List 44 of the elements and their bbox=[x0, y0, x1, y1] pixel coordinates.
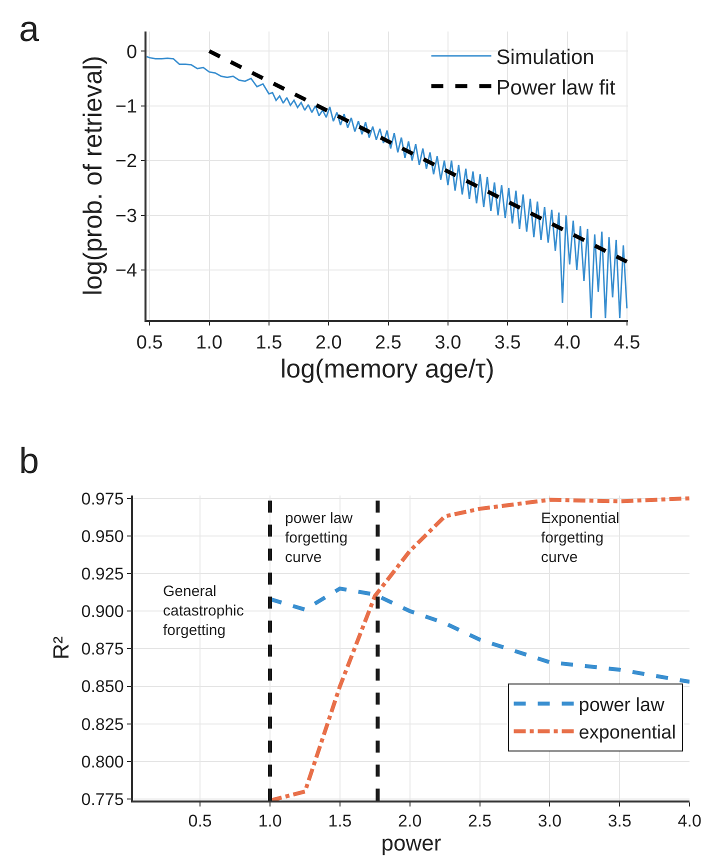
y-tick-label: 0.875 bbox=[81, 640, 124, 659]
x-tick-label: 1.0 bbox=[196, 332, 222, 354]
y-tick-label: −2 bbox=[115, 151, 138, 172]
x-tick-label: 2.5 bbox=[468, 812, 492, 831]
x-tick-label: 3.5 bbox=[494, 332, 521, 354]
x-tick-label: 4.0 bbox=[554, 332, 580, 354]
annotation: General catastrophic forgetting bbox=[163, 583, 244, 639]
y-tick-label: 0.775 bbox=[81, 790, 124, 810]
x-axis-title: power bbox=[381, 830, 442, 856]
annotation: power law forgetting curve bbox=[285, 510, 353, 566]
x-tick-label: 2.0 bbox=[315, 332, 342, 354]
x-tick-label: 2.0 bbox=[398, 812, 422, 831]
y-tick-label: 0.950 bbox=[81, 526, 124, 546]
x-tick-label: 0.5 bbox=[188, 812, 212, 831]
x-tick-label: 3.0 bbox=[538, 812, 562, 831]
y-tick-label: 0.800 bbox=[81, 752, 124, 772]
x-tick-label: 3.5 bbox=[608, 812, 632, 831]
x-tick-label: 1.5 bbox=[328, 812, 352, 831]
y-axis-title: log(prob. of retrieval) bbox=[77, 56, 108, 296]
y-tick-label: −1 bbox=[115, 96, 138, 118]
chart-title: b bbox=[19, 440, 40, 481]
legend-label: exponential bbox=[578, 722, 676, 744]
x-tick-label: 4.0 bbox=[678, 812, 702, 831]
y-tick-label: 0 bbox=[126, 42, 138, 63]
y-tick-label: −3 bbox=[115, 206, 138, 227]
legend-label: power law bbox=[578, 694, 665, 716]
legend-label: Simulation bbox=[496, 46, 594, 70]
legend-label: Power law fit bbox=[496, 76, 616, 100]
y-tick-label: 0.975 bbox=[81, 489, 124, 508]
annotation: Exponential forgetting curve bbox=[541, 510, 620, 566]
x-axis-title: log(memory age/τ) bbox=[280, 353, 494, 384]
chart-title: a bbox=[19, 8, 40, 49]
y-tick-label: −4 bbox=[115, 260, 138, 282]
x-tick-label: 1.5 bbox=[256, 332, 282, 354]
x-tick-label: 3.0 bbox=[434, 332, 462, 354]
y-axis-title: R² bbox=[48, 636, 74, 660]
y-tick-label: 0.900 bbox=[81, 602, 124, 622]
y-tick-label: 0.825 bbox=[81, 714, 124, 734]
x-tick-label: 0.5 bbox=[136, 332, 163, 354]
x-tick-label: 4.5 bbox=[614, 332, 640, 354]
y-tick-label: 0.925 bbox=[81, 564, 124, 584]
x-tick-label: 2.5 bbox=[375, 332, 402, 354]
x-tick-label: 1.0 bbox=[258, 812, 282, 831]
y-tick-label: 0.850 bbox=[81, 677, 124, 696]
